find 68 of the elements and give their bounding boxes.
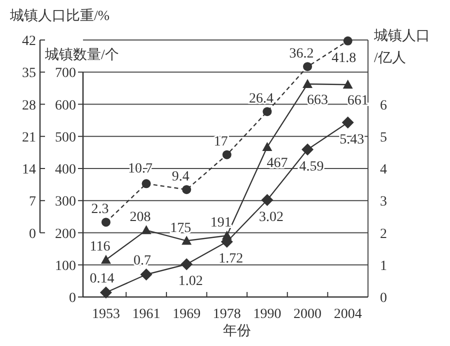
point bbox=[342, 116, 354, 129]
point bbox=[342, 80, 353, 89]
data-label: 26.4 bbox=[248, 92, 274, 107]
point bbox=[182, 185, 192, 194]
y-tick-label: 600 bbox=[55, 98, 76, 114]
data-label: 0.14 bbox=[90, 272, 114, 287]
y3-tick-label: 21 bbox=[22, 130, 36, 146]
point bbox=[262, 107, 272, 116]
y2-tick-label: 5 bbox=[380, 130, 387, 146]
y-tick-label: 200 bbox=[55, 226, 76, 242]
point bbox=[101, 218, 110, 227]
y2-tick-label: 6 bbox=[380, 98, 387, 114]
point bbox=[141, 225, 152, 234]
data-label: 175 bbox=[170, 220, 192, 236]
y3-tick-label: 28 bbox=[22, 98, 36, 114]
y3-tick-label: 14 bbox=[22, 162, 36, 178]
data-label: 191 bbox=[210, 216, 232, 231]
y3-tick-label: 7 bbox=[29, 194, 36, 210]
data-label: 1.02 bbox=[178, 274, 203, 290]
data-label: 5.43 bbox=[340, 132, 364, 148]
x-tick-label: 2000 bbox=[294, 307, 322, 322]
point bbox=[100, 254, 111, 264]
point bbox=[100, 286, 112, 299]
y-tick-label: 700 bbox=[55, 66, 76, 82]
y2-tick-label: 0 bbox=[380, 291, 387, 306]
y2-tick-label: 2 bbox=[380, 226, 387, 242]
x-tick-label: 1978 bbox=[212, 307, 241, 322]
data-label: 17 bbox=[214, 134, 228, 150]
point bbox=[140, 268, 152, 281]
data-label: 467 bbox=[266, 156, 288, 171]
y-tick-label: 0 bbox=[69, 291, 76, 306]
data-label: 2.3 bbox=[91, 202, 109, 218]
point bbox=[182, 236, 192, 245]
y2-tick-label: 3 bbox=[380, 194, 387, 210]
data-label: 41.8 bbox=[332, 50, 356, 66]
data-label: 3.02 bbox=[258, 210, 284, 225]
data-label: 1.72 bbox=[218, 252, 244, 267]
point bbox=[303, 62, 312, 72]
point bbox=[180, 258, 193, 270]
point bbox=[222, 150, 232, 160]
y2-tick-label: 1 bbox=[380, 258, 387, 274]
data-label: 116 bbox=[90, 240, 110, 255]
data-label: 9.4 bbox=[172, 170, 190, 185]
y3-tick-label: 0 bbox=[29, 226, 36, 242]
y2-tick-label: 4 bbox=[380, 162, 387, 178]
point bbox=[261, 194, 274, 206]
x-tick-label: 2004 bbox=[334, 307, 362, 322]
point bbox=[343, 36, 352, 46]
x-tick-label: 1990 bbox=[253, 307, 282, 322]
data-label: 36.2 bbox=[289, 46, 314, 62]
y-tick-label: 400 bbox=[55, 162, 76, 178]
x-tick-label: 1961 bbox=[132, 307, 160, 322]
x-tick-label: 1969 bbox=[172, 307, 201, 322]
y-tick-label: 100 bbox=[55, 258, 76, 274]
y-axis-title: 城镇数量/个 bbox=[44, 47, 119, 63]
y3-axis-title: 城镇人口比重/% bbox=[9, 8, 110, 24]
y-tick-label: 300 bbox=[55, 194, 76, 210]
y-tick-label: 500 bbox=[55, 130, 76, 146]
y2-axis-title: 城镇人口/亿人 bbox=[373, 28, 430, 66]
data-label: 208 bbox=[130, 210, 151, 226]
point bbox=[302, 144, 314, 156]
x-tick-label: 1953 bbox=[92, 307, 120, 322]
point bbox=[302, 79, 313, 88]
y3-tick-label: 35 bbox=[22, 66, 36, 82]
x-axis-title: 年份 bbox=[222, 323, 251, 339]
point bbox=[142, 179, 151, 188]
point bbox=[262, 142, 272, 151]
y3-tick-label: 42 bbox=[22, 34, 36, 49]
